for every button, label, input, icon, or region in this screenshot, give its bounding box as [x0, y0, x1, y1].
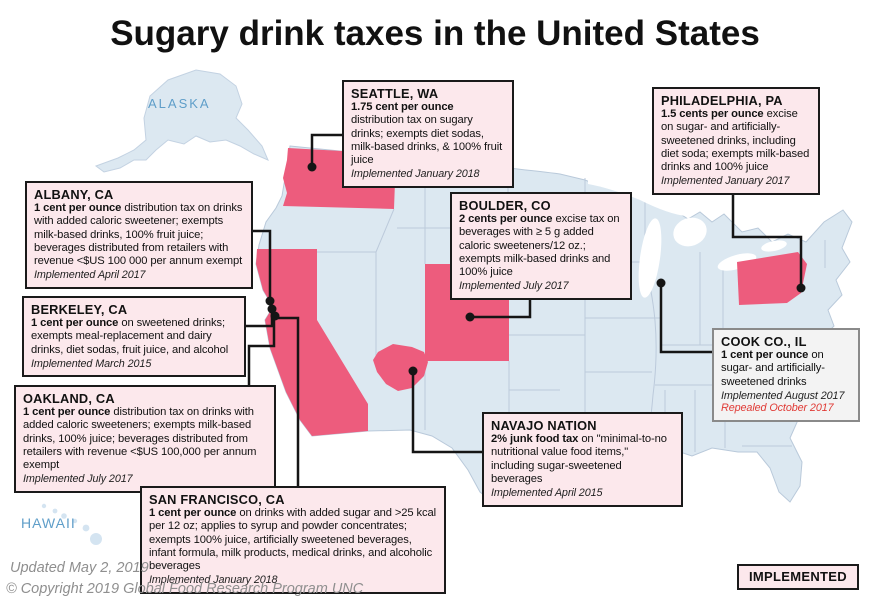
marker-bay-area-3 [270, 311, 280, 321]
callout-body: 1 cent per ounce on sweetened drinks; ex… [31, 317, 237, 357]
great-lakes [588, 180, 787, 298]
callout-body: 1 cent per ounce distribution tax on dri… [23, 406, 267, 472]
callout-rate: 1 cent per ounce [34, 202, 122, 215]
callout-navajo-nation: NAVAJO NATION 2% junk food tax on "minim… [482, 412, 683, 507]
marker-bay-area-1 [265, 296, 275, 306]
hawaii-label: HAWAII [21, 515, 76, 531]
marker-bay-area-2 [267, 304, 277, 314]
callout-city: NAVAJO NATION [491, 418, 597, 433]
marker-boulder [465, 312, 475, 322]
state-california-highlight [256, 249, 368, 436]
state-pennsylvania-highlight [737, 252, 807, 305]
callout-desc: on sweetened drinks; exempts meal-replac… [31, 317, 229, 356]
state-alaska [94, 69, 269, 173]
location-markers [265, 162, 806, 376]
callout-desc: on "minimal-to-no nutritional value food… [491, 433, 667, 485]
callout-desc: excise on sugar- and artificially-sweete… [661, 108, 810, 173]
callout-desc: excise tax on beverages with ≥ 5 g added… [459, 213, 620, 278]
leader-seattle [310, 133, 350, 167]
callout-repealed: Repealed October 2017 [721, 402, 834, 415]
copyright-notice: © Copyright 2019 Global Food Research Pr… [6, 581, 364, 597]
callout-implemented: Implemented July 2017 [23, 473, 133, 486]
callout-body: 2 cents per ounce excise tax on beverage… [459, 213, 623, 279]
callout-implemented: Implemented January 2018 [351, 168, 480, 181]
callout-rate: 1 cent per ounce [23, 406, 111, 419]
callout-desc: distribution tax on sugary drinks; exemp… [351, 114, 503, 166]
callout-rate: 1.5 cents per ounce [661, 108, 764, 121]
callout-seattle: SEATTLE, WA 1.75 cent per ounce distribu… [342, 80, 514, 188]
leader-san-francisco [275, 316, 300, 492]
callout-implemented: Implemented March 2015 [31, 357, 152, 370]
callout-city: ALBANY, CA [34, 187, 114, 202]
callout-implemented: Implemented July 2017 [459, 280, 569, 293]
callout-body: 1 cent per ounce on drinks with added su… [149, 507, 437, 573]
callout-rate: 2% junk food tax [491, 433, 579, 446]
legend-implemented: IMPLEMENTED [737, 564, 859, 590]
callout-implemented: Implemented January 2017 [661, 175, 790, 188]
callout-city: SAN FRANCISCO, CA [149, 492, 285, 507]
callout-implemented: Implemented August 2017 [721, 389, 845, 402]
callout-implemented: Implemented April 2017 [34, 269, 146, 282]
callout-rate: 1.75 cent per ounce [351, 101, 454, 114]
leader-navajo [411, 371, 486, 454]
callout-san-francisco: SAN FRANCISCO, CA 1 cent per ounce on dr… [140, 486, 446, 594]
callout-desc: distribution tax on drinks with added ca… [34, 202, 243, 267]
callout-philadelphia: PHILADELPHIA, PA 1.5 cents per ounce exc… [652, 87, 820, 195]
state-hawaii [41, 503, 102, 545]
marker-seattle [307, 162, 317, 172]
callout-body: 2% junk food tax on "minimal-to-no nutri… [491, 433, 674, 486]
updated-date: Updated May 2, 2019 [10, 560, 149, 576]
callout-oakland: OAKLAND, CA 1 cent per ounce distributio… [14, 385, 276, 493]
callout-city: PHILADELPHIA, PA [661, 93, 783, 108]
callout-desc: distribution tax on drinks with added ca… [23, 406, 257, 471]
callout-rate: 1 cent per ounce [31, 317, 119, 330]
callout-city: OAKLAND, CA [23, 391, 115, 406]
alaska-label: ALASKA [148, 96, 211, 111]
callout-body: 1 cent per ounce distribution tax on dri… [34, 202, 244, 268]
page-title: Sugary drink taxes in the United States [110, 14, 760, 53]
callout-city: SEATTLE, WA [351, 86, 439, 101]
leader-philadelphia [731, 185, 803, 288]
callout-body: 1.5 cents per ounce excise on sugar- and… [661, 108, 811, 174]
callout-cook-county: COOK CO., IL 1 cent per ounce on sugar- … [712, 328, 860, 423]
callout-implemented: Implemented April 2015 [491, 486, 603, 499]
marker-navajo [408, 366, 418, 376]
callout-berkeley: BERKELEY, CA 1 cent per ounce on sweeten… [22, 296, 246, 378]
callout-rate: 1 cent per ounce [721, 349, 809, 362]
marker-cook-county [656, 278, 666, 288]
callout-boulder: BOULDER, CO 2 cents per ounce excise tax… [450, 192, 632, 300]
callout-desc: on drinks with added sugar and >25 kcal … [149, 507, 437, 572]
callout-implemented: Implemented January 2018 [149, 574, 278, 587]
callout-body: 1 cent per ounce on sugar- and artificia… [721, 349, 851, 389]
marker-philadelphia [796, 283, 806, 293]
callout-rate: 1 cent per ounce [149, 507, 237, 520]
callout-rate: 2 cents per ounce [459, 213, 553, 226]
callout-city: BERKELEY, CA [31, 302, 128, 317]
callout-city: BOULDER, CO [459, 198, 551, 213]
callout-city: COOK CO., IL [721, 334, 807, 349]
callout-albany: ALBANY, CA 1 cent per ounce distribution… [25, 181, 253, 289]
leader-albany [245, 229, 272, 301]
callout-desc: on sugar- and artificially-sweetened dri… [721, 349, 825, 388]
leader-oakland [247, 317, 276, 390]
leader-cook-county [659, 283, 716, 354]
callout-body: 1.75 cent per ounce distribution tax on … [351, 101, 505, 167]
